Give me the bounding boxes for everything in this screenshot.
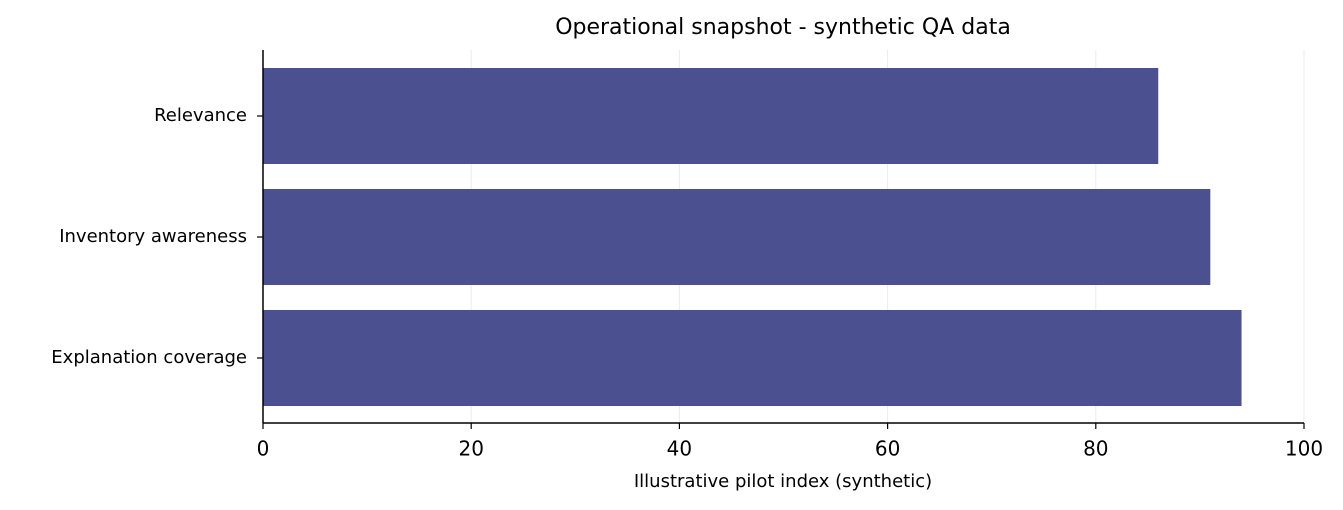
y-tick-label: Relevance: [154, 105, 247, 126]
y-tick-label: Explanation coverage: [51, 347, 247, 368]
x-tick-label: 60: [875, 437, 900, 461]
x-tick-label: 20: [458, 437, 483, 461]
y-tick-label: Inventory awareness: [59, 226, 247, 247]
bar: [263, 68, 1159, 164]
x-axis-label: Illustrative pilot index (synthetic): [634, 471, 932, 492]
x-tick-label: 80: [1083, 437, 1108, 461]
bar: [263, 310, 1242, 406]
x-tick-label: 40: [667, 437, 692, 461]
x-tick-label: 100: [1285, 437, 1323, 461]
bar: [263, 189, 1211, 285]
x-tick-label: 0: [257, 437, 270, 461]
chart-title: Operational snapshot - synthetic QA data: [555, 15, 1011, 40]
